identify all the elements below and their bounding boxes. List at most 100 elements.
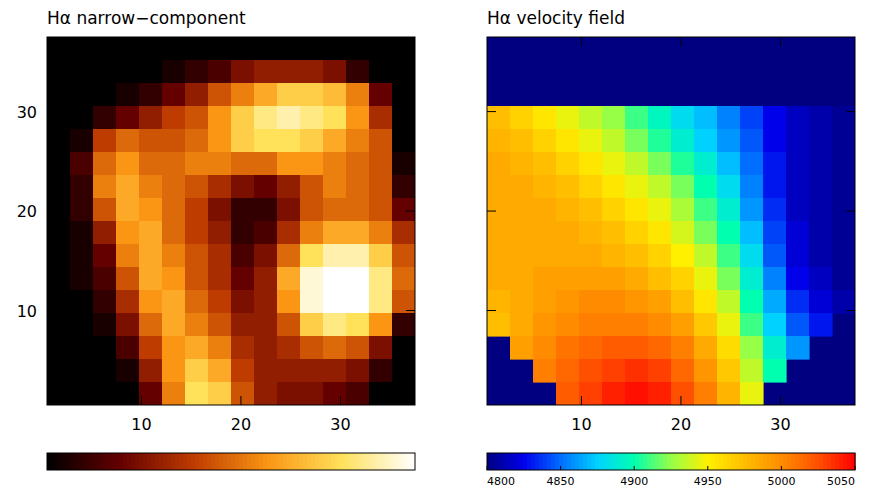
colorbar-segment xyxy=(327,453,332,470)
colorbar-segment xyxy=(631,453,636,470)
cell xyxy=(556,129,580,153)
cell xyxy=(579,290,603,314)
cell xyxy=(185,129,209,153)
cell xyxy=(323,382,347,405)
cell xyxy=(392,267,415,291)
cell xyxy=(254,290,278,314)
cell xyxy=(671,221,695,245)
cell xyxy=(162,60,186,84)
cell xyxy=(162,175,186,199)
cell xyxy=(740,359,764,383)
colorbar-segment xyxy=(519,453,524,470)
cell xyxy=(254,106,278,130)
cell xyxy=(625,382,649,405)
y-tick xyxy=(406,211,415,212)
colorbar-segment xyxy=(335,453,340,470)
cell xyxy=(625,290,649,314)
colorbar-segment xyxy=(535,453,540,470)
cell xyxy=(323,267,347,291)
cell xyxy=(717,175,741,199)
colorbar-segment xyxy=(375,453,380,470)
cell xyxy=(556,221,580,245)
cell xyxy=(185,83,209,107)
cell xyxy=(625,359,649,383)
cell xyxy=(185,267,209,291)
colorbar-segment xyxy=(247,453,252,470)
colorbar-segment xyxy=(391,453,396,470)
colorbar-frame xyxy=(47,453,415,470)
cell xyxy=(392,290,415,314)
cell xyxy=(763,152,787,176)
y-tick xyxy=(846,111,855,112)
cell xyxy=(116,382,140,405)
cell xyxy=(185,60,209,84)
cell xyxy=(510,129,534,153)
colorbar-tick xyxy=(707,466,708,470)
cell xyxy=(231,198,255,222)
cell xyxy=(231,267,255,291)
cell xyxy=(392,221,415,245)
cell xyxy=(579,129,603,153)
cell xyxy=(231,152,255,176)
cell xyxy=(254,37,278,61)
cell xyxy=(510,221,534,245)
cell xyxy=(93,152,117,176)
cell xyxy=(277,83,301,107)
colorbar-segment xyxy=(279,453,284,470)
colorbar-segment xyxy=(555,453,560,470)
colorbar-segment xyxy=(599,453,604,470)
cell xyxy=(694,152,718,176)
cell xyxy=(47,313,71,337)
colorbar-segment xyxy=(207,453,212,470)
cell xyxy=(740,175,764,199)
cell xyxy=(510,175,534,199)
colorbar-segment xyxy=(171,453,176,470)
cell xyxy=(162,267,186,291)
colorbar-segment xyxy=(295,453,300,470)
cell xyxy=(231,83,255,107)
cell xyxy=(533,152,557,176)
colorbar-segment xyxy=(587,453,592,470)
colorbar-segment xyxy=(703,453,708,470)
colorbar-segment xyxy=(103,453,108,470)
colorbar: 480048504900495050005050 xyxy=(487,453,856,488)
cell xyxy=(786,221,810,245)
cell xyxy=(47,152,71,176)
y-tick xyxy=(487,111,496,112)
cell xyxy=(93,83,117,107)
cell xyxy=(809,152,833,176)
cell xyxy=(185,37,209,61)
cell xyxy=(208,198,232,222)
colorbar-segment xyxy=(231,453,236,470)
cell xyxy=(809,313,833,337)
x-tick xyxy=(780,396,781,405)
cell xyxy=(579,382,603,405)
colorbar-segment xyxy=(371,453,376,470)
colorbar-segment xyxy=(79,453,84,470)
colorbar-segment xyxy=(499,453,504,470)
cell xyxy=(47,129,71,153)
cell xyxy=(694,290,718,314)
colorbar-segment xyxy=(791,453,796,470)
cell xyxy=(392,152,415,176)
cell xyxy=(392,313,415,337)
cell xyxy=(277,129,301,153)
cell xyxy=(300,267,324,291)
colorbar-segment xyxy=(651,453,656,470)
cell xyxy=(487,106,511,130)
cell xyxy=(648,106,672,130)
colorbar-segment xyxy=(71,453,76,470)
colorbar-segment xyxy=(527,453,532,470)
cell xyxy=(93,106,117,130)
cell xyxy=(300,175,324,199)
cell xyxy=(763,359,787,383)
cell xyxy=(832,290,855,314)
cell xyxy=(162,313,186,337)
cell xyxy=(369,382,393,405)
colorbar-segment xyxy=(115,453,120,470)
colorbar-segment xyxy=(579,453,584,470)
cell xyxy=(300,359,324,383)
cell xyxy=(254,244,278,268)
cell xyxy=(369,129,393,153)
colorbar-segment xyxy=(275,453,280,470)
